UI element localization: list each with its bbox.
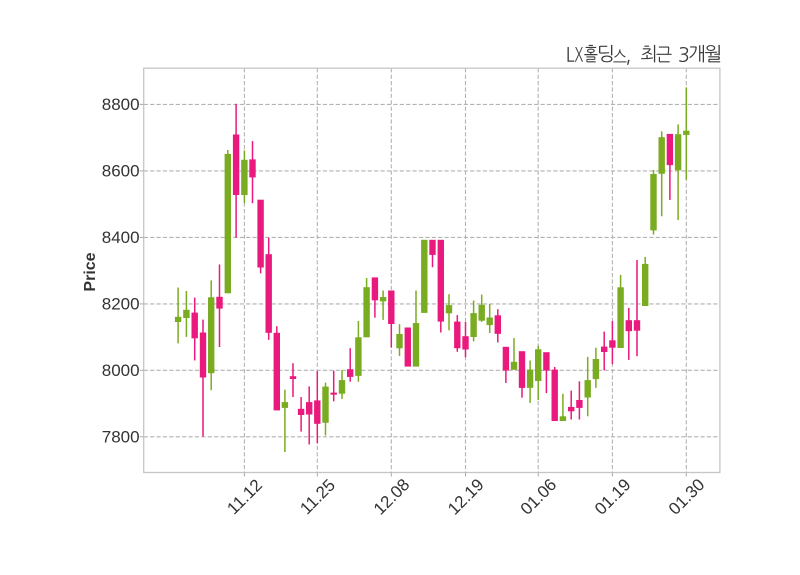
svg-text:8200: 8200 bbox=[102, 295, 140, 314]
svg-text:8600: 8600 bbox=[102, 162, 140, 181]
svg-text:8400: 8400 bbox=[102, 228, 140, 247]
svg-text:8800: 8800 bbox=[102, 95, 140, 114]
svg-text:8000: 8000 bbox=[102, 361, 140, 380]
svg-text:7800: 7800 bbox=[102, 428, 140, 447]
svg-text:Price: Price bbox=[82, 252, 99, 291]
